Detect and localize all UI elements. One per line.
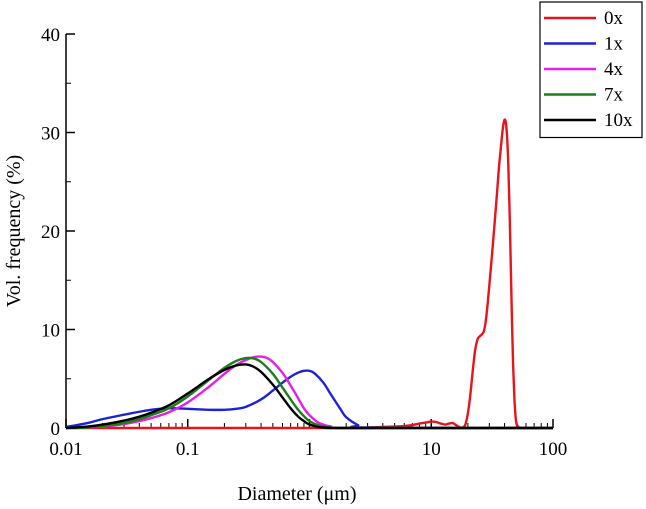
- legend-label-4x: 4x: [604, 59, 624, 80]
- y-tick-label: 20: [41, 222, 60, 243]
- y-axis-ticks: 0 10 20 30 40: [41, 25, 75, 440]
- legend-label-0x: 0x: [604, 8, 624, 29]
- series-lines: [65, 118, 554, 430]
- y-tick-label: 40: [41, 25, 60, 46]
- plot-frame: [65, 34, 553, 429]
- series-line-10x: [65, 363, 553, 430]
- legend-label-1x: 1x: [604, 34, 624, 55]
- series-line-0x: [66, 118, 553, 430]
- x-axis-title: Diameter (μm): [237, 483, 356, 505]
- series-line-7x: [65, 356, 553, 430]
- series-line-4x: [65, 355, 553, 430]
- y-tick-label: 0: [51, 419, 61, 440]
- legend-label-10x: 10x: [604, 110, 633, 131]
- x-tick-label: 100: [539, 439, 568, 460]
- x-axis-ticks: 0.01 0.1 1 10 100: [49, 419, 567, 460]
- x-tick-label: 10: [422, 439, 441, 460]
- legend-label-7x: 7x: [604, 85, 624, 106]
- y-axis-title: Vol. frequency (%): [3, 155, 25, 307]
- x-tick-label: 0.1: [176, 439, 200, 460]
- y-tick-label: 10: [41, 321, 60, 342]
- legend: 0x 1x 4x 7x 10x: [539, 1, 643, 139]
- x-tick-label: 1: [305, 439, 315, 460]
- series-line-1x: [65, 369, 554, 430]
- y-tick-label: 30: [41, 124, 60, 145]
- x-tick-label: 0.01: [49, 439, 82, 460]
